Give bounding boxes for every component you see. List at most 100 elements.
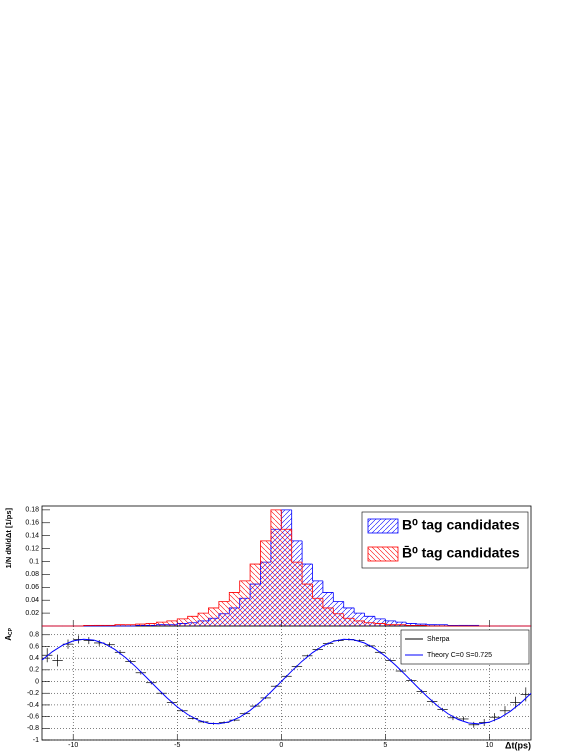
bar-outline	[249, 563, 261, 581]
bar	[229, 592, 240, 626]
bar	[426, 624, 438, 626]
bar-outline	[197, 612, 209, 617]
bar	[354, 613, 365, 626]
bar-outline	[426, 624, 438, 626]
bar	[354, 620, 365, 626]
bar	[146, 623, 157, 626]
legend-label: Theory C=0 S=0.725	[427, 652, 492, 659]
x-tick-label: 10	[485, 742, 493, 749]
bar-outline	[114, 624, 126, 626]
y-tick-label: 0.02	[25, 610, 39, 617]
bar	[343, 607, 355, 626]
y-tick-label: 0	[35, 678, 39, 685]
bar	[395, 622, 407, 626]
bar	[250, 564, 261, 626]
bar	[135, 624, 147, 626]
bar	[281, 529, 292, 626]
bar-outline	[291, 529, 303, 563]
y-axis-label: ACP	[4, 627, 14, 640]
bar-outline	[395, 620, 407, 623]
legend-swatch	[367, 546, 399, 562]
y-tick-label: 0.06	[25, 584, 39, 591]
x-tick-label: 5	[383, 742, 387, 749]
bar	[322, 607, 334, 626]
bar	[395, 624, 407, 626]
bar-outline	[218, 601, 230, 608]
bar-outline	[260, 540, 271, 565]
bar-outline	[343, 601, 355, 609]
y-axis-label-sub: CP	[8, 627, 14, 635]
bar-outline	[135, 623, 147, 625]
bar	[218, 601, 230, 626]
bar-outline	[447, 624, 459, 626]
bar	[302, 584, 313, 626]
bar-outline	[374, 616, 386, 620]
y-tick-label: 0.1	[29, 558, 39, 565]
x-tick-label: -5	[174, 742, 180, 749]
bar-outline	[405, 624, 417, 626]
bar-outline	[384, 623, 396, 626]
y-tick-label: -0.8	[27, 725, 39, 732]
bar-outline	[364, 613, 375, 617]
bar	[374, 618, 386, 626]
y-tick-label: 0.6	[29, 643, 39, 650]
bar	[385, 624, 396, 626]
bar-outline	[83, 624, 95, 626]
x-axis-label: Δt(ps)	[505, 740, 531, 750]
bar	[385, 620, 396, 626]
x-tick-label: 0	[279, 742, 283, 749]
bar-outline	[228, 592, 240, 602]
bar	[406, 623, 417, 626]
bar-outline	[322, 580, 334, 593]
bar-outline	[312, 564, 323, 582]
y-tick-label: -0.4	[27, 702, 39, 709]
bar-outline	[291, 509, 303, 542]
bar	[177, 618, 188, 626]
bar	[364, 616, 375, 626]
bar-outline	[312, 584, 323, 599]
y-tick-label: 0.12	[25, 545, 39, 552]
y-tick-label: 0.4	[29, 655, 39, 662]
bar-outline	[208, 607, 219, 614]
legend-swatch	[367, 518, 399, 534]
legend-label: B̄⁰ tag candidates	[402, 544, 520, 561]
bar	[239, 580, 251, 626]
bar-outline	[405, 622, 417, 624]
bar	[291, 562, 303, 626]
bar-outline	[353, 607, 365, 614]
bar-outline	[332, 592, 344, 602]
y-tick-label: 0.18	[25, 507, 39, 514]
y-tick-label: -0.6	[27, 713, 39, 720]
legend-box	[400, 629, 530, 665]
bar-outline	[280, 509, 292, 530]
bar-outline	[384, 618, 396, 622]
bar-outline	[145, 623, 157, 625]
bar-outline	[353, 618, 365, 622]
y-tick-label: 0.16	[25, 520, 39, 527]
bar-outline	[270, 509, 282, 541]
bar	[343, 618, 355, 626]
bar	[156, 622, 167, 626]
y-tick-label: 0.8	[29, 632, 39, 639]
legend-label: Sherpa	[427, 636, 450, 643]
bar-outline	[322, 598, 334, 609]
bar-outline	[416, 623, 427, 625]
bar	[260, 540, 271, 626]
bar	[198, 613, 209, 626]
bar-outline	[187, 615, 199, 619]
y-tick-label: -1	[33, 737, 39, 744]
y-axis-label-main: A	[4, 635, 13, 641]
y-tick-label: 0.08	[25, 571, 39, 578]
theory-line	[41, 638, 532, 725]
bar	[208, 607, 219, 626]
bar	[364, 622, 375, 626]
bar-outline	[239, 580, 251, 593]
bar-outline	[364, 620, 375, 624]
bar-outline	[166, 620, 178, 623]
bar	[114, 624, 126, 626]
bar-outline	[176, 618, 188, 621]
y-tick-label: 0.14	[25, 533, 39, 540]
bar-outline	[332, 607, 344, 615]
bar	[125, 624, 136, 626]
